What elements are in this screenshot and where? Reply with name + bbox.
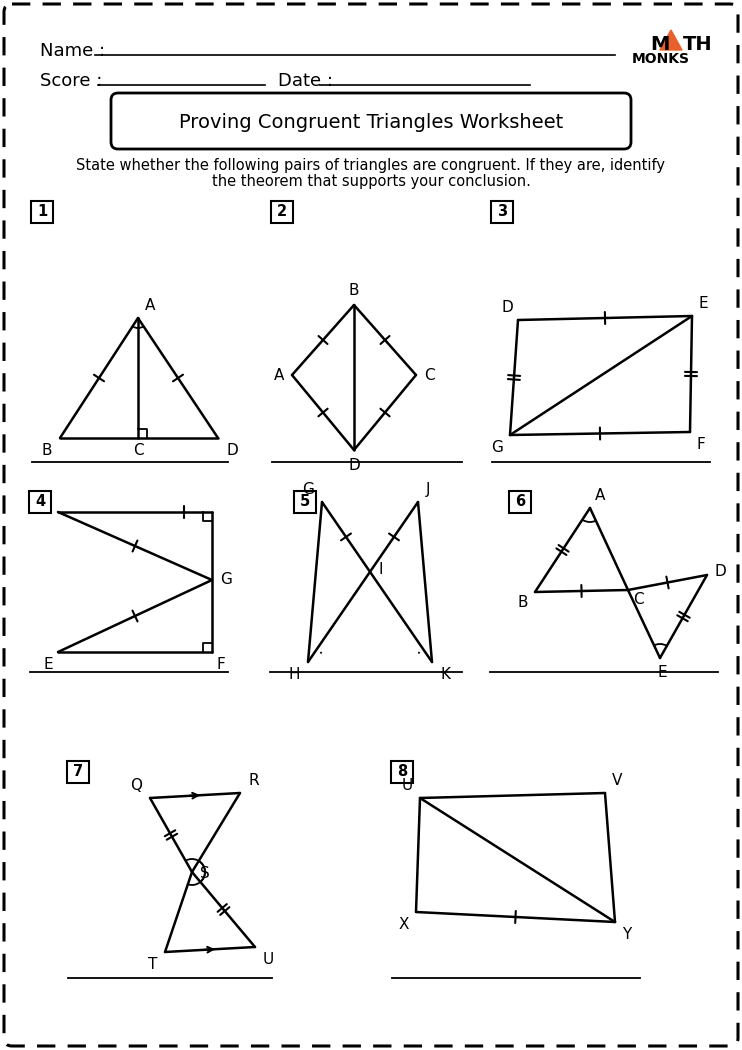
Text: D: D: [226, 443, 237, 458]
Text: C: C: [133, 443, 143, 458]
FancyBboxPatch shape: [294, 491, 316, 513]
Text: 5: 5: [300, 495, 310, 509]
Text: J: J: [426, 482, 430, 497]
Text: U: U: [401, 778, 413, 793]
Text: E: E: [657, 665, 667, 680]
Text: E: E: [699, 296, 709, 311]
Text: X: X: [398, 917, 409, 932]
Text: B: B: [349, 284, 359, 298]
Text: K: K: [440, 667, 450, 682]
Text: I: I: [48, 494, 53, 509]
Text: U: U: [263, 952, 275, 967]
Text: A: A: [145, 298, 155, 313]
Text: 7: 7: [73, 764, 83, 779]
Text: Name :: Name :: [40, 42, 105, 60]
FancyBboxPatch shape: [491, 201, 513, 223]
Text: B: B: [517, 595, 528, 610]
FancyBboxPatch shape: [29, 491, 51, 513]
Text: 4: 4: [35, 495, 45, 509]
Text: G: G: [220, 572, 232, 588]
Text: 3: 3: [497, 205, 507, 219]
Text: F: F: [217, 657, 226, 672]
Text: Proving Congruent Triangles Worksheet: Proving Congruent Triangles Worksheet: [179, 112, 563, 131]
Text: 6: 6: [515, 495, 525, 509]
Text: 1: 1: [37, 205, 47, 219]
Text: V: V: [612, 773, 623, 788]
Text: G: G: [302, 482, 314, 497]
Text: Score :: Score :: [40, 72, 102, 90]
Text: 8: 8: [397, 764, 407, 779]
Text: C: C: [424, 368, 435, 382]
Text: H: H: [289, 667, 300, 682]
Text: S: S: [200, 866, 210, 882]
Text: I: I: [378, 563, 382, 578]
Text: TH: TH: [683, 35, 712, 54]
FancyBboxPatch shape: [271, 201, 293, 223]
Text: M: M: [650, 35, 669, 54]
Text: Date :: Date :: [278, 72, 333, 90]
Text: E: E: [43, 657, 53, 672]
Polygon shape: [660, 30, 682, 50]
FancyBboxPatch shape: [31, 201, 53, 223]
FancyBboxPatch shape: [509, 491, 531, 513]
FancyBboxPatch shape: [111, 93, 631, 149]
Text: C: C: [633, 592, 643, 607]
Text: D: D: [502, 300, 513, 315]
Text: T: T: [148, 957, 157, 972]
FancyBboxPatch shape: [4, 4, 738, 1046]
Text: MONKS: MONKS: [632, 52, 690, 66]
Text: B: B: [42, 443, 52, 458]
Text: Q: Q: [130, 778, 142, 793]
Text: D: D: [714, 565, 726, 580]
Text: R: R: [248, 773, 259, 788]
Text: 2: 2: [277, 205, 287, 219]
FancyBboxPatch shape: [67, 761, 89, 783]
Text: D: D: [348, 458, 360, 472]
Text: F: F: [697, 437, 706, 451]
Text: A: A: [274, 368, 284, 382]
Text: State whether the following pairs of triangles are congruent. If they are, ident: State whether the following pairs of tri…: [76, 158, 666, 173]
FancyBboxPatch shape: [391, 761, 413, 783]
Text: A: A: [595, 488, 605, 503]
Text: the theorem that supports your conclusion.: the theorem that supports your conclusio…: [211, 174, 531, 189]
Text: G: G: [491, 440, 503, 455]
Text: Y: Y: [622, 927, 631, 942]
